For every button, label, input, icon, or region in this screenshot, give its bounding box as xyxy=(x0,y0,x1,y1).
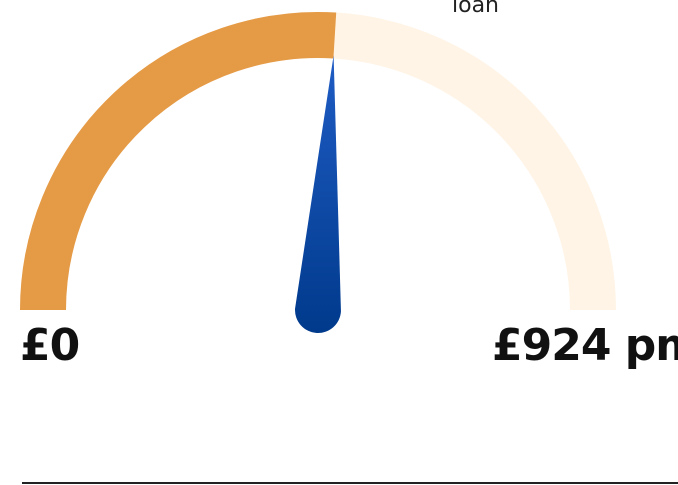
range-label: £924 pm xyxy=(492,320,678,371)
gauge-fill xyxy=(20,12,337,311)
range-label: £0 xyxy=(20,320,79,371)
gauge-track xyxy=(333,12,616,311)
needle xyxy=(295,55,341,334)
annotation: loan xyxy=(452,0,499,18)
